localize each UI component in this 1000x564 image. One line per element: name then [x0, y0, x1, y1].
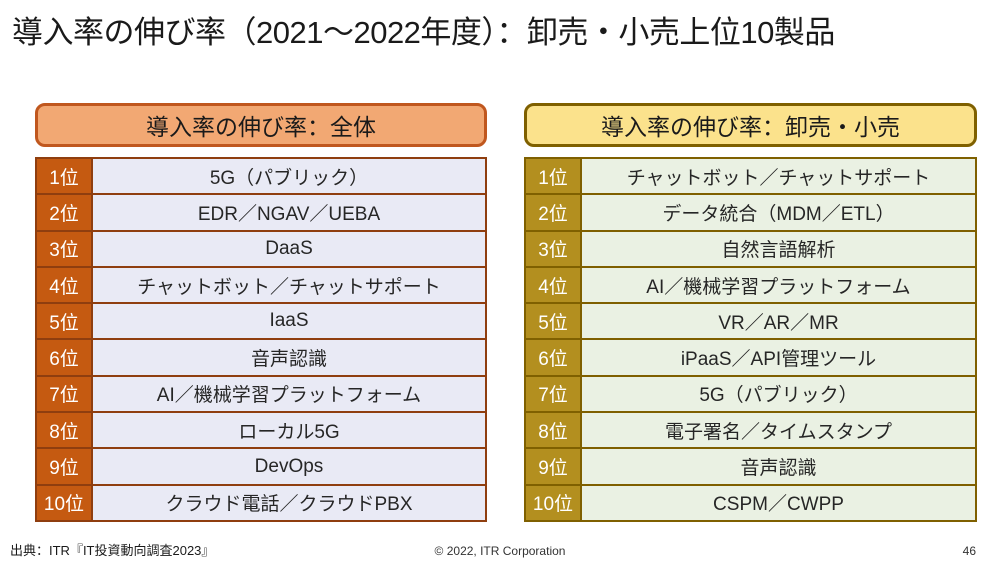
rank-cell: 2位	[526, 195, 582, 230]
product-cell: 音声認識	[93, 340, 485, 375]
product-cell: チャットボット／チャットサポート	[93, 267, 485, 303]
page-number: 46	[962, 544, 976, 558]
product-cell: iPaaS／API管理ツール	[582, 340, 975, 375]
product-cell: ローカル5G	[93, 413, 485, 448]
rank-cell: 8位	[37, 413, 93, 448]
table-row: 9位 DevOps	[37, 449, 485, 486]
table-row: 2位 EDR／NGAV／UEBA	[37, 195, 485, 232]
rank-cell: 4位	[526, 267, 582, 303]
copyright-notice: © 2022, ITR Corporation	[434, 544, 566, 558]
product-cell: 自然言語解析	[582, 231, 975, 266]
product-cell: 電子署名／タイムスタンプ	[582, 413, 975, 448]
page-title: 導入率の伸び率（2021～2022年度）：卸売・小売上位10製品	[12, 15, 835, 50]
product-cell: EDR／NGAV／UEBA	[93, 195, 485, 230]
slide-footer: 出典：ITR『IT投資動向調査2023』 © 2022, ITR Corpora…	[0, 541, 1000, 559]
table-row: 10位 CSPM／CWPP	[526, 485, 975, 520]
table-row: 8位 ローカル5G	[37, 413, 485, 450]
rank-cell: 7位	[526, 376, 582, 412]
rank-cell: 2位	[37, 195, 93, 230]
table-row: 10位 クラウド電話／クラウドPBX	[37, 485, 485, 520]
overall-panel: 導入率の伸び率：全体 1位 5G（パブリック） 2位 EDR／NGAV／UEBA 3位 D…	[35, 103, 487, 522]
product-cell: DevOps	[93, 449, 485, 484]
table-row: 2位 データ統合（MDM／ETL）	[526, 195, 975, 232]
rank-cell: 5位	[37, 304, 93, 339]
rank-cell: 9位	[37, 449, 93, 484]
table-row: 3位 DaaS	[37, 231, 485, 268]
product-cell: クラウド電話／クラウドPBX	[93, 485, 485, 520]
rank-cell: 9位	[526, 449, 582, 484]
overall-ranking-table: 1位 5G（パブリック） 2位 EDR／NGAV／UEBA 3位 DaaS 4位 チャットボッ…	[35, 157, 487, 522]
product-cell: データ統合（MDM／ETL）	[582, 195, 975, 230]
table-row: 5位 IaaS	[37, 304, 485, 341]
table-row: 1位 チャットボット／チャットサポート	[526, 159, 975, 196]
rank-cell: 7位	[37, 376, 93, 412]
rank-cell: 1位	[37, 159, 93, 194]
table-row: 6位 iPaaS／API管理ツール	[526, 340, 975, 377]
wholesale-retail-panel-header: 導入率の伸び率：卸売・小売	[524, 103, 977, 147]
source-citation: 出典：ITR『IT投資動向調査2023』	[10, 543, 215, 558]
product-cell: CSPM／CWPP	[582, 485, 975, 520]
rank-cell: 4位	[37, 267, 93, 303]
table-row: 3位 自然言語解析	[526, 231, 975, 268]
product-cell: AI／機械学習プラットフォーム	[582, 267, 975, 303]
wholesale-retail-ranking-table: 1位 チャットボット／チャットサポート 2位 データ統合（MDM／ETL） 3位 自然言語…	[524, 157, 977, 522]
product-cell: 5G（パブリック）	[582, 376, 975, 412]
table-row: 1位 5G（パブリック）	[37, 159, 485, 196]
rank-cell: 10位	[526, 485, 582, 520]
rank-cell: 10位	[37, 485, 93, 520]
table-row: 6位 音声認識	[37, 340, 485, 377]
rank-cell: 1位	[526, 159, 582, 194]
rank-cell: 6位	[526, 340, 582, 375]
table-row: 7位 AI／機械学習プラットフォーム	[37, 376, 485, 414]
table-row: 5位 VR／AR／MR	[526, 304, 975, 341]
wholesale-retail-panel: 導入率の伸び率：卸売・小売 1位 チャットボット／チャットサポート 2位 データ統合（…	[524, 103, 977, 522]
rank-cell: 3位	[526, 231, 582, 266]
table-row: 8位 電子署名／タイムスタンプ	[526, 413, 975, 450]
product-cell: DaaS	[93, 231, 485, 266]
rank-cell: 6位	[37, 340, 93, 375]
product-cell: 5G（パブリック）	[93, 159, 485, 194]
product-cell: IaaS	[93, 304, 485, 339]
product-cell: チャットボット／チャットサポート	[582, 159, 975, 194]
table-row: 9位 音声認識	[526, 449, 975, 486]
rank-cell: 5位	[526, 304, 582, 339]
rank-cell: 3位	[37, 231, 93, 266]
table-row: 4位 AI／機械学習プラットフォーム	[526, 267, 975, 305]
product-cell: VR／AR／MR	[582, 304, 975, 339]
table-row: 7位 5G（パブリック）	[526, 376, 975, 414]
overall-panel-header: 導入率の伸び率：全体	[35, 103, 487, 147]
table-row: 4位 チャットボット／チャットサポート	[37, 267, 485, 305]
product-cell: 音声認識	[582, 449, 975, 484]
product-cell: AI／機械学習プラットフォーム	[93, 376, 485, 412]
rank-cell: 8位	[526, 413, 582, 448]
